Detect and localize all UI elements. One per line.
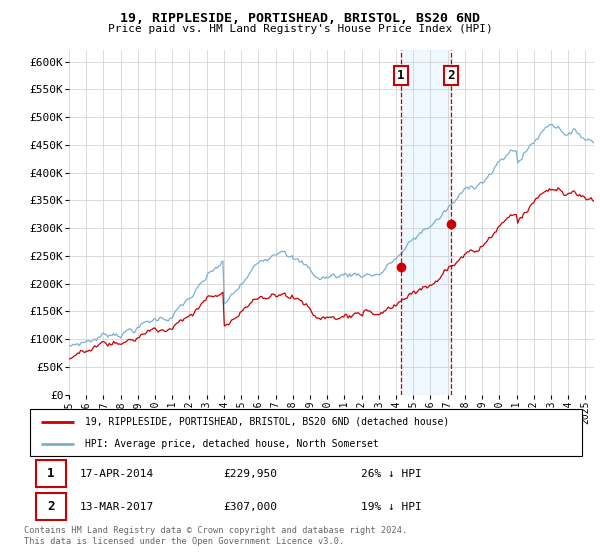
Text: HPI: Average price, detached house, North Somerset: HPI: Average price, detached house, Nort… bbox=[85, 438, 379, 449]
Text: 1: 1 bbox=[397, 69, 405, 82]
FancyBboxPatch shape bbox=[35, 460, 66, 487]
Text: 26% ↓ HPI: 26% ↓ HPI bbox=[361, 469, 422, 479]
Text: 17-APR-2014: 17-APR-2014 bbox=[80, 469, 154, 479]
Text: 2: 2 bbox=[448, 69, 455, 82]
Text: £229,950: £229,950 bbox=[223, 469, 277, 479]
Text: 2: 2 bbox=[47, 500, 55, 513]
Text: Contains HM Land Registry data © Crown copyright and database right 2024.
This d: Contains HM Land Registry data © Crown c… bbox=[24, 526, 407, 546]
Text: £307,000: £307,000 bbox=[223, 502, 277, 512]
Text: 19, RIPPLESIDE, PORTISHEAD, BRISTOL, BS20 6ND (detached house): 19, RIPPLESIDE, PORTISHEAD, BRISTOL, BS2… bbox=[85, 417, 449, 427]
Text: 19% ↓ HPI: 19% ↓ HPI bbox=[361, 502, 422, 512]
FancyBboxPatch shape bbox=[30, 409, 582, 456]
Text: 1: 1 bbox=[47, 467, 55, 480]
Text: 19, RIPPLESIDE, PORTISHEAD, BRISTOL, BS20 6ND: 19, RIPPLESIDE, PORTISHEAD, BRISTOL, BS2… bbox=[120, 12, 480, 25]
Bar bbox=[401, 50, 451, 395]
FancyBboxPatch shape bbox=[35, 493, 66, 520]
Text: Price paid vs. HM Land Registry's House Price Index (HPI): Price paid vs. HM Land Registry's House … bbox=[107, 24, 493, 34]
Text: 13-MAR-2017: 13-MAR-2017 bbox=[80, 502, 154, 512]
